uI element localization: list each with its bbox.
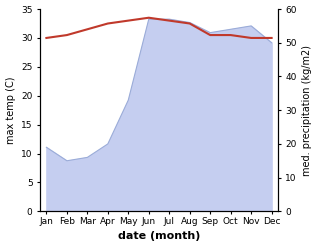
X-axis label: date (month): date (month) bbox=[118, 231, 200, 242]
Y-axis label: max temp (C): max temp (C) bbox=[5, 76, 16, 144]
Y-axis label: med. precipitation (kg/m2): med. precipitation (kg/m2) bbox=[302, 45, 313, 176]
